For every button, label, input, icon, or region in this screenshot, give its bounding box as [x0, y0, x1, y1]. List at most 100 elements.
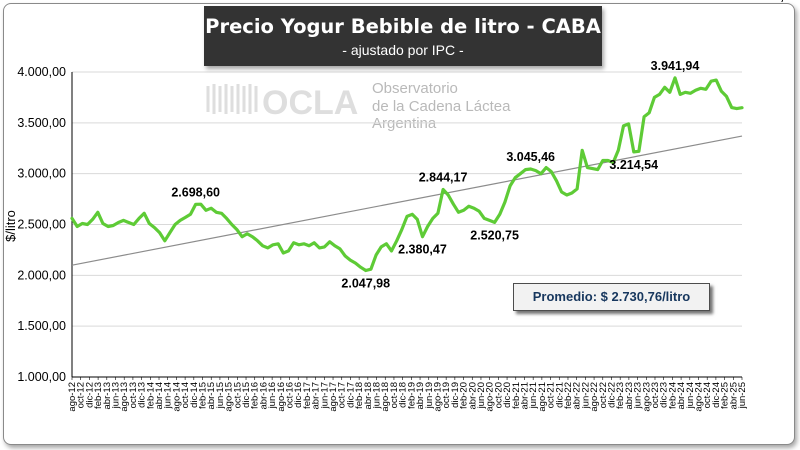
x-tick-label: feb-18 [354, 382, 365, 409]
data-point [96, 211, 100, 214]
y-tick-label: 2.500,00 [17, 218, 66, 232]
data-point [431, 217, 434, 220]
data-point [292, 241, 295, 244]
x-tick-label: dic-17 [345, 382, 356, 408]
data-point [349, 258, 352, 262]
data-point [679, 93, 682, 96]
x-tick-label: jun-21 [528, 382, 539, 409]
data-point [132, 223, 135, 226]
data-point [478, 210, 481, 213]
data-point [514, 176, 517, 179]
data-point [158, 231, 161, 234]
x-tick-label: abr-17 [311, 382, 322, 409]
price-series-line [70, 76, 744, 273]
data-point [601, 159, 604, 162]
x-tick-label: abr-13 [102, 382, 113, 409]
x-tick-label: dic-13 [137, 382, 148, 408]
data-point [508, 184, 512, 188]
x-tick-label: dic-21 [554, 382, 565, 408]
data-point [225, 217, 228, 220]
chart-title: Precio Yogur Bebible de litro - CABA [205, 15, 601, 38]
x-tick-label: abr-20 [467, 382, 478, 409]
data-point [735, 107, 738, 110]
x-tick-label: feb-16 [250, 382, 261, 409]
data-point [246, 232, 249, 235]
x-tick-label: ago-24 [693, 382, 704, 412]
data-point [122, 219, 125, 222]
data-point [137, 217, 141, 220]
data-point [560, 190, 563, 194]
ocla-logo-icon: OCLA [206, 84, 358, 122]
y-tick-label: 2.000,00 [17, 268, 66, 282]
data-point [405, 215, 409, 218]
data-point [148, 222, 151, 225]
x-tick-label: ago-13 [119, 382, 130, 412]
watermark-brand: OCLA [262, 84, 358, 122]
data-point [627, 122, 630, 126]
data-point [344, 254, 347, 258]
data-point [663, 86, 666, 89]
data-point [81, 222, 84, 225]
data-point [539, 172, 543, 175]
x-tick-label: jun-22 [580, 382, 591, 409]
data-point [524, 168, 527, 171]
data-label: 2.380,47 [398, 243, 447, 257]
x-tick-label: feb-17 [302, 382, 313, 409]
data-point [570, 191, 574, 195]
x-tick-label: abr-22 [572, 382, 583, 409]
x-tick-label: dic-15 [241, 382, 252, 408]
data-point [483, 217, 486, 220]
x-tick-label: oct-22 [598, 382, 609, 408]
data-point [447, 193, 450, 197]
data-point [658, 93, 661, 96]
data-point [261, 244, 264, 247]
data-label: 2.520,75 [470, 228, 519, 242]
x-tick-label: feb-20 [459, 382, 470, 409]
data-point [498, 213, 501, 216]
chart-subtitle: - ajustado por IPC - [342, 42, 464, 58]
data-point [730, 106, 733, 109]
x-tick-label: oct-12 [76, 382, 87, 408]
data-label: 2.844,17 [419, 171, 468, 185]
x-tick-label: jun-24 [685, 382, 696, 409]
x-tick-label: feb-21 [511, 382, 522, 409]
average-label-box: Promedio: $ 2.730,76/litro [513, 283, 710, 311]
data-point [271, 243, 275, 246]
x-tick-label: ago-21 [537, 382, 548, 412]
data-point [637, 150, 641, 153]
x-tick-label: ago-22 [589, 382, 600, 412]
data-point [596, 168, 599, 171]
chart-title-box: Precio Yogur Bebible de litro - CABA - a… [204, 6, 602, 66]
data-point [684, 91, 687, 94]
x-tick-label: abr-18 [363, 382, 374, 409]
data-point [673, 76, 677, 80]
data-point [575, 187, 579, 191]
data-point [313, 241, 316, 244]
data-label: 3.648,62 [749, 0, 798, 3]
data-point [76, 225, 79, 228]
x-tick-label: ago-19 [432, 382, 443, 412]
data-point [519, 172, 522, 175]
data-point [91, 218, 94, 221]
x-tick-label: ago-14 [171, 382, 182, 412]
data-point [503, 200, 507, 204]
data-point [235, 228, 239, 231]
data-point [421, 235, 424, 238]
data-point [699, 87, 702, 90]
data-point [390, 249, 393, 253]
data-point [204, 209, 208, 212]
data-point [411, 213, 414, 216]
x-tick-label: dic-18 [398, 382, 409, 408]
x-tick-label: oct-23 [650, 382, 661, 408]
data-point [307, 244, 311, 247]
data-point [153, 226, 156, 229]
x-tick-label: dic-14 [189, 382, 200, 408]
x-tick-label: feb-19 [406, 382, 417, 409]
x-tick-label: jun-20 [476, 382, 487, 409]
data-point [668, 91, 671, 94]
x-tick-label: oct-14 [180, 382, 191, 408]
data-point [230, 223, 233, 226]
x-tick-label: ago-17 [328, 382, 339, 412]
y-tick-label: 1.500,00 [17, 319, 66, 333]
